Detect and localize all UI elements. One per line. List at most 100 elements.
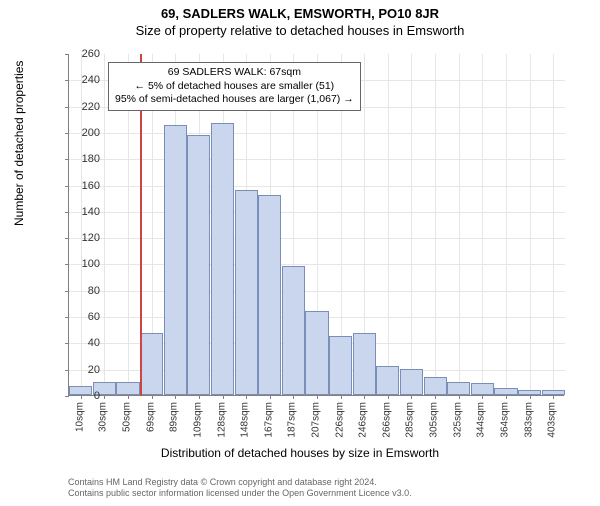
ytick-mark (65, 54, 69, 55)
xtick-label: 128sqm (216, 402, 227, 438)
ytick-label: 200 (70, 127, 100, 139)
ytick-mark (65, 317, 69, 318)
xtick-mark (482, 395, 483, 399)
xtick-mark (530, 395, 531, 399)
histogram-bar (305, 311, 328, 395)
xtick-label: 207sqm (311, 402, 322, 438)
ytick-label: 220 (70, 101, 100, 113)
footer-line-1: Contains HM Land Registry data © Crown c… (68, 477, 412, 489)
histogram-bar (447, 382, 470, 395)
xtick-mark (341, 395, 342, 399)
gridline-v (435, 54, 436, 396)
xtick-label: 148sqm (240, 402, 251, 438)
histogram-bar (258, 195, 281, 395)
footer-attribution: Contains HM Land Registry data © Crown c… (68, 477, 412, 500)
xtick-label: 109sqm (192, 402, 203, 438)
xtick-label: 69sqm (145, 402, 156, 432)
annotation-line-1: 69 SADLERS WALK: 67sqm (115, 66, 354, 80)
xtick-label: 226sqm (334, 402, 345, 438)
xtick-mark (411, 395, 412, 399)
xtick-label: 403sqm (547, 402, 558, 438)
gridline-v (553, 54, 554, 396)
histogram-bar (353, 333, 376, 395)
histogram-bar (187, 135, 210, 395)
xtick-mark (553, 395, 554, 399)
ytick-mark (65, 291, 69, 292)
ytick-label: 160 (70, 180, 100, 192)
histogram-bar (211, 123, 234, 395)
ytick-label: 240 (70, 74, 100, 86)
ytick-label: 120 (70, 232, 100, 244)
xtick-mark (152, 395, 153, 399)
xtick-mark (223, 395, 224, 399)
xtick-label: 30sqm (98, 402, 109, 432)
ytick-label: 100 (70, 258, 100, 270)
ytick-mark (65, 133, 69, 134)
xtick-label: 89sqm (169, 402, 180, 432)
xtick-label: 50sqm (122, 402, 133, 432)
xtick-label: 10sqm (74, 402, 85, 432)
ytick-mark (65, 343, 69, 344)
ytick-label: 80 (70, 285, 100, 297)
annotation-line-3: 95% of semi-detached houses are larger (… (115, 93, 354, 107)
ytick-label: 60 (70, 311, 100, 323)
x-axis-label: Distribution of detached houses by size … (0, 446, 600, 460)
xtick-label: 305sqm (429, 402, 440, 438)
histogram-bar (140, 333, 163, 395)
ytick-mark (65, 396, 69, 397)
ytick-label: 260 (70, 48, 100, 60)
gridline-v (506, 54, 507, 396)
ytick-mark (65, 107, 69, 108)
xtick-mark (459, 395, 460, 399)
annotation-line-2: ← 5% of detached houses are smaller (51) (115, 80, 354, 94)
histogram-bar (282, 266, 305, 395)
page-subtitle: Size of property relative to detached ho… (0, 23, 600, 38)
gridline-v (530, 54, 531, 396)
gridline-v (459, 54, 460, 396)
xtick-mark (506, 395, 507, 399)
xtick-label: 285sqm (405, 402, 416, 438)
histogram-bar (424, 377, 447, 395)
histogram-bar (376, 366, 399, 395)
xtick-mark (175, 395, 176, 399)
annotation-box: 69 SADLERS WALK: 67sqm← 5% of detached h… (108, 62, 361, 111)
xtick-mark (128, 395, 129, 399)
ytick-label: 180 (70, 153, 100, 165)
histogram-bar (329, 336, 352, 395)
ytick-mark (65, 212, 69, 213)
xtick-mark (104, 395, 105, 399)
xtick-mark (317, 395, 318, 399)
xtick-mark (435, 395, 436, 399)
xtick-label: 167sqm (263, 402, 274, 438)
xtick-label: 266sqm (381, 402, 392, 438)
ytick-mark (65, 238, 69, 239)
xtick-label: 344sqm (476, 402, 487, 438)
gridline-v (411, 54, 412, 396)
ytick-mark (65, 186, 69, 187)
histogram-bar (400, 369, 423, 395)
xtick-label: 325sqm (452, 402, 463, 438)
ytick-mark (65, 80, 69, 81)
xtick-mark (246, 395, 247, 399)
gridline-v (104, 54, 105, 396)
histogram-bar (235, 190, 258, 395)
ytick-mark (65, 370, 69, 371)
xtick-mark (270, 395, 271, 399)
xtick-mark (199, 395, 200, 399)
xtick-mark (364, 395, 365, 399)
xtick-mark (388, 395, 389, 399)
ytick-mark (65, 159, 69, 160)
page-title: 69, SADLERS WALK, EMSWORTH, PO10 8JR (0, 6, 600, 21)
ytick-label: 20 (70, 364, 100, 376)
histogram-bar (471, 383, 494, 395)
xtick-label: 383sqm (523, 402, 534, 438)
gridline-v (388, 54, 389, 396)
xtick-label: 246sqm (358, 402, 369, 438)
ytick-mark (65, 264, 69, 265)
ytick-label: 40 (70, 337, 100, 349)
ytick-label: 140 (70, 206, 100, 218)
xtick-label: 187sqm (287, 402, 298, 438)
histogram-bar (164, 125, 187, 395)
histogram-bar (116, 382, 139, 395)
y-axis-label: Number of detached properties (12, 61, 26, 226)
